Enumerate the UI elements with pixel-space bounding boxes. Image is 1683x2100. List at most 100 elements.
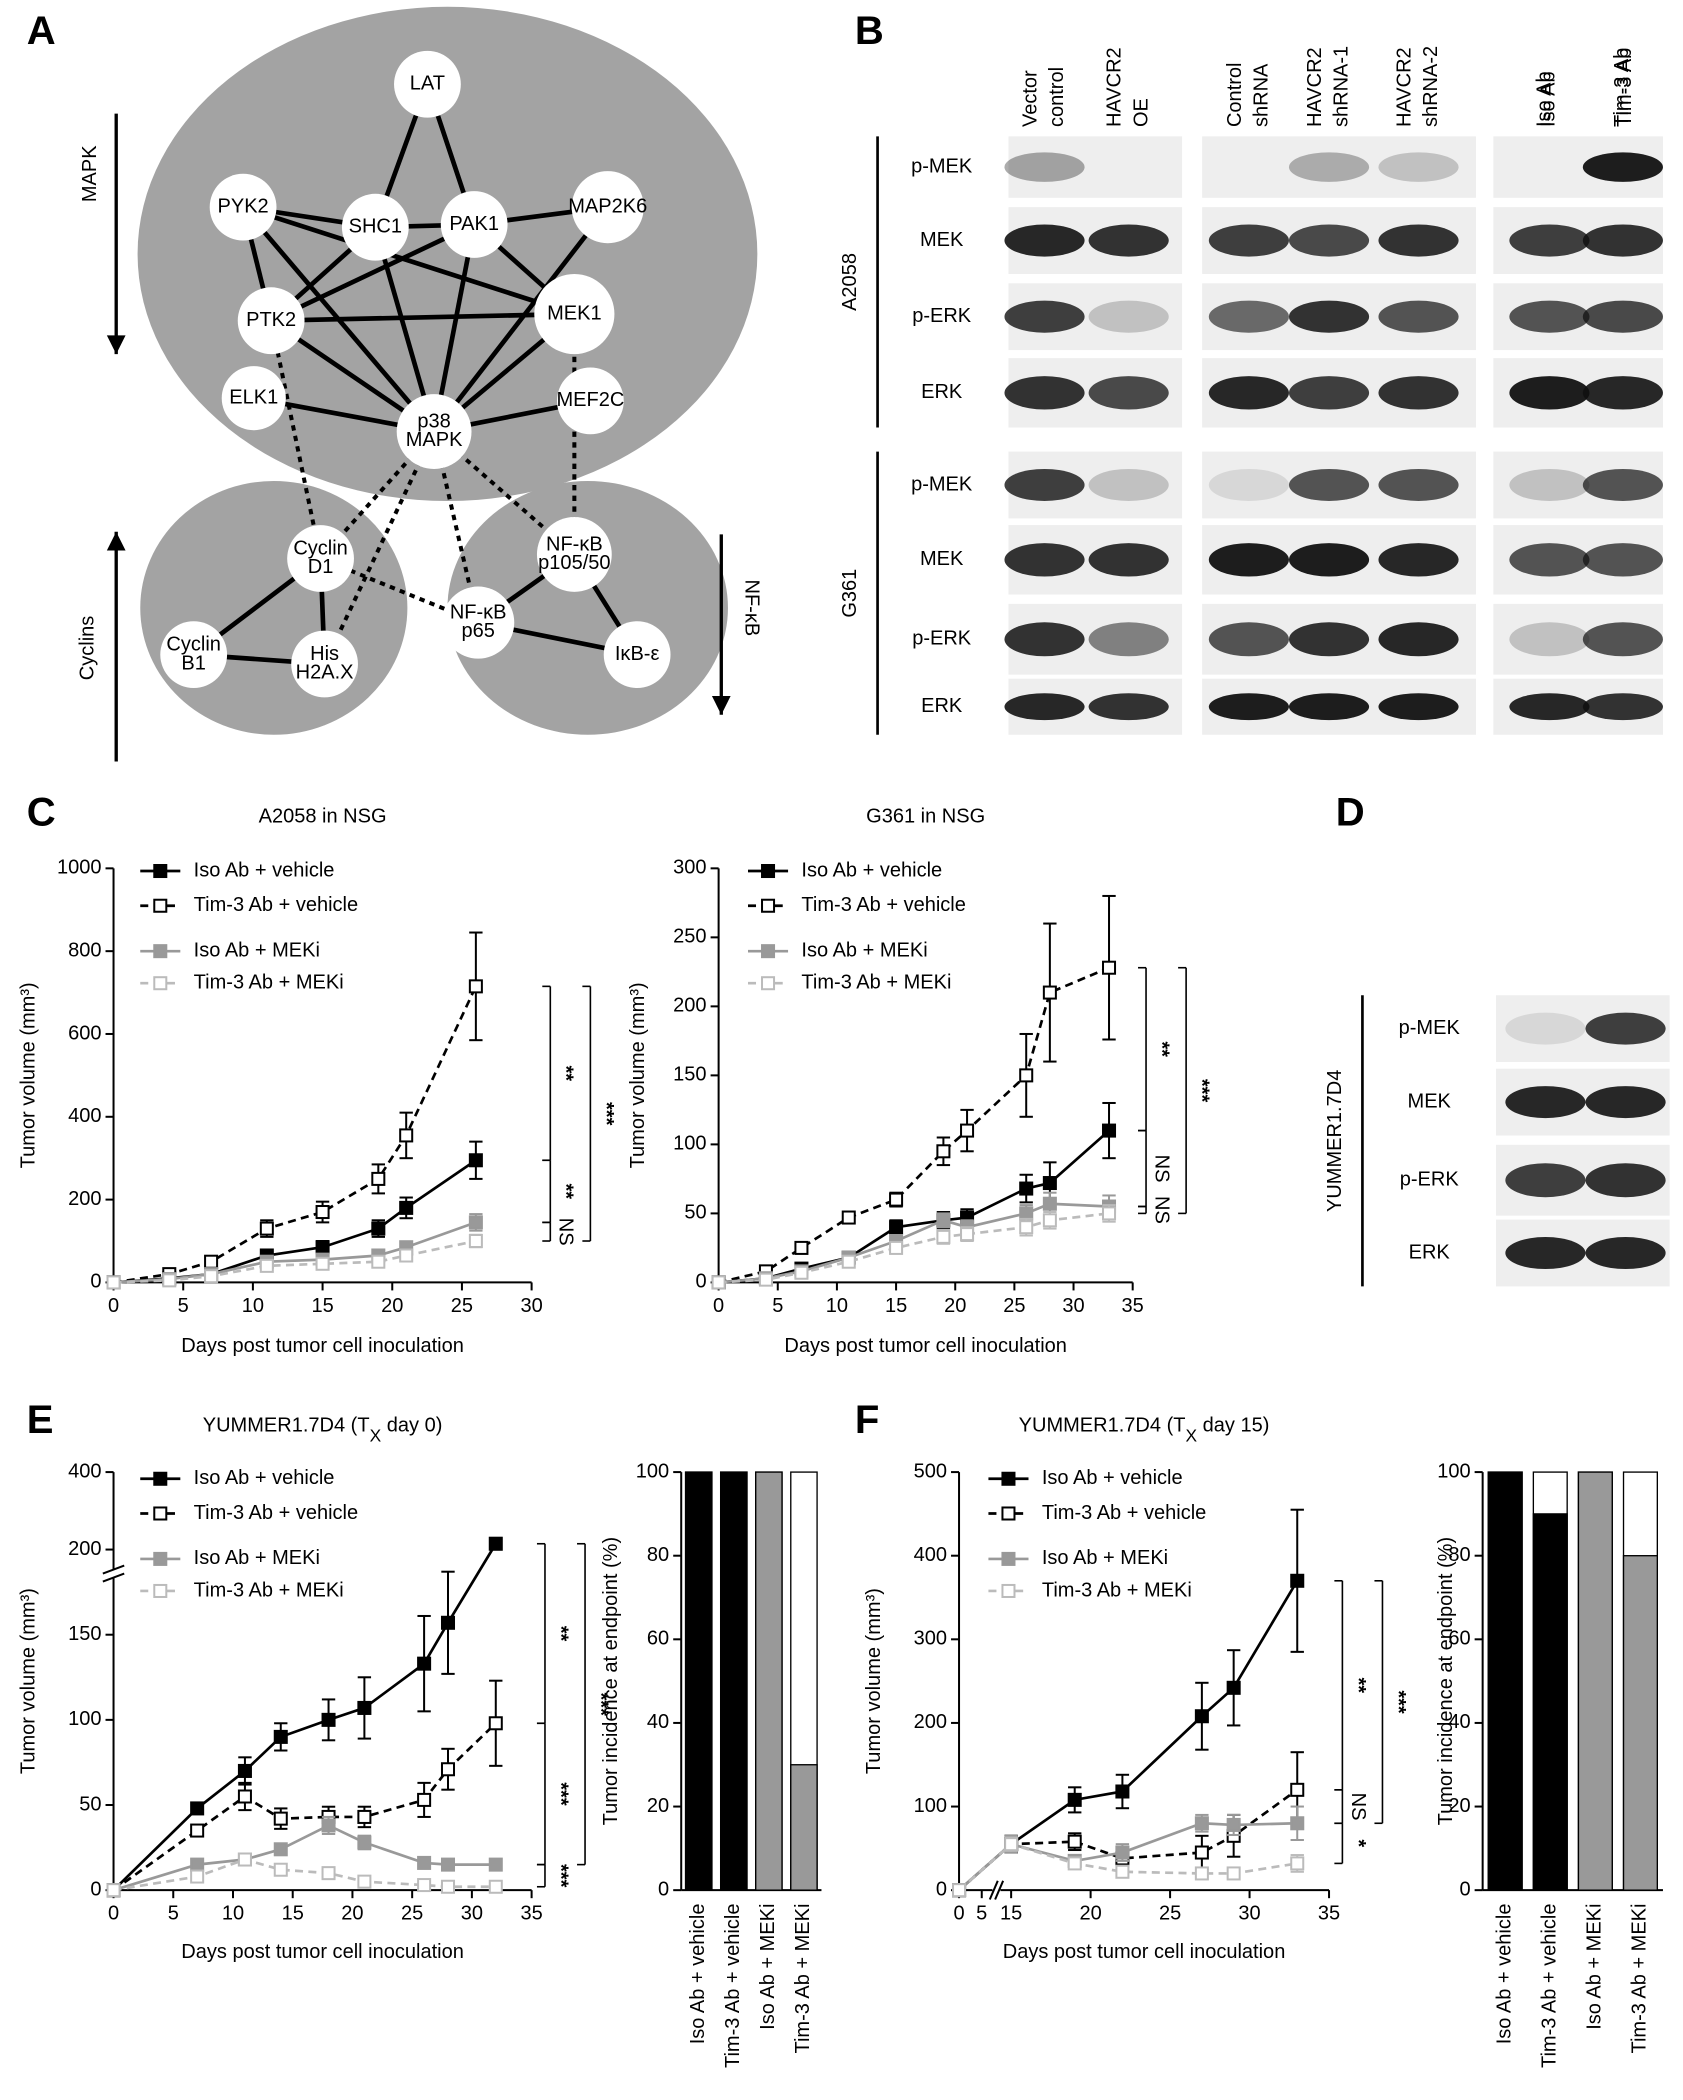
edge (271, 311, 575, 324)
legend-marker (153, 976, 168, 991)
network-axis-label: MAPK (79, 145, 101, 202)
x-tick-label: Iso Ab + vehicle (1493, 1904, 1515, 2045)
legend-marker (153, 1506, 168, 1521)
band (1208, 622, 1289, 657)
axis-break (994, 1880, 1005, 1900)
marker (417, 1656, 432, 1671)
y-tick-label: 80 (1448, 1544, 1470, 1566)
x-tick-label: 10 (826, 1295, 848, 1317)
legend-label: Iso Ab + MEKi (801, 939, 927, 961)
node (536, 517, 612, 592)
legend-marker (761, 976, 776, 991)
significance: NS (1150, 1196, 1172, 1224)
significance: * (1347, 1839, 1369, 1847)
marker (190, 1869, 205, 1884)
band (1088, 224, 1169, 257)
x-tick-label: 25 (1159, 1903, 1181, 1925)
band (1509, 468, 1590, 502)
bar (1532, 1513, 1568, 1891)
band (1378, 152, 1459, 182)
node-label: MAP2K6 (568, 195, 647, 217)
marker (936, 1213, 951, 1228)
marker (1102, 960, 1117, 975)
band (1378, 622, 1459, 657)
band (1004, 468, 1085, 502)
marker (1042, 1196, 1057, 1211)
band (1288, 376, 1370, 410)
y-tick-label: 100 (68, 1708, 101, 1730)
marker (1019, 1220, 1034, 1235)
marker (190, 1823, 205, 1838)
title-part: A2058 in NSG (259, 806, 387, 828)
chart-title: YUMMER1.7D4 (TX day 0) (203, 1415, 443, 1445)
axis-break-gap (992, 1879, 1001, 1901)
cell-line-label: A2058 (839, 253, 861, 311)
band (1585, 1163, 1666, 1198)
legend-label: Iso Ab + vehicle (194, 859, 335, 881)
node-label: PAK1 (449, 213, 499, 235)
x-tick-label: 0 (108, 1903, 119, 1925)
band (1505, 1237, 1586, 1270)
axis-break-gap (102, 1569, 125, 1578)
marker (273, 1811, 288, 1826)
cell-line-label: YUMMER1.7D4 (1324, 1070, 1346, 1212)
marker (794, 1240, 809, 1255)
y-tick-label: 40 (1448, 1711, 1470, 1733)
marker (315, 1240, 330, 1255)
significance: *** (1387, 1690, 1409, 1714)
bar (1487, 1471, 1523, 1891)
x-tick-label: 30 (1238, 1903, 1260, 1925)
marker (1194, 1816, 1209, 1831)
series-line (718, 966, 1110, 1284)
node-label: PTK2 (246, 309, 296, 331)
marker (237, 1763, 252, 1778)
edge (270, 222, 476, 323)
legend-label: Iso Ab + MEKi (194, 939, 320, 961)
band (1288, 622, 1370, 657)
bar (719, 1471, 748, 1891)
marker (371, 1221, 386, 1236)
lane-label: HAVCR2 (1393, 47, 1415, 127)
marker (488, 1536, 503, 1551)
edge (242, 204, 576, 317)
marker (399, 1248, 414, 1263)
y-tick-label: 100 (673, 1133, 706, 1155)
title-part: YUMMER1.7D4 (T (203, 1415, 370, 1437)
significance: ** (549, 1626, 571, 1642)
marker (1102, 1123, 1117, 1138)
node-label: His (310, 643, 339, 665)
band (1582, 543, 1663, 577)
marker (1067, 1792, 1082, 1807)
significance: *** (595, 1102, 617, 1126)
band (1582, 376, 1663, 410)
marker (758, 1272, 773, 1287)
cyclin-cluster (140, 480, 408, 735)
marker (1115, 1784, 1130, 1799)
marker (417, 1855, 432, 1870)
y-tick-label: 20 (647, 1795, 669, 1817)
band (1088, 468, 1169, 502)
node-label: MEK1 (547, 302, 602, 324)
y-tick-label: 20 (1448, 1795, 1470, 1817)
marker (1019, 1068, 1034, 1083)
lane-label: OE (1130, 98, 1152, 127)
marker (440, 1615, 456, 1630)
x-tick-label: 0 (953, 1903, 964, 1925)
lane-label: control (1046, 67, 1068, 127)
lane-label: Tim-3 Ab (1614, 48, 1636, 127)
marker (162, 1273, 177, 1288)
band (1505, 1163, 1586, 1198)
y-tick-label: 200 (673, 995, 706, 1017)
legend-label: Iso Ab + MEKi (194, 1547, 320, 1569)
marker (1290, 1573, 1305, 1588)
marker (259, 1221, 274, 1236)
marker (204, 1254, 219, 1269)
protein-label: ERK (921, 695, 963, 717)
band (1509, 300, 1590, 333)
marker (711, 1275, 726, 1290)
legend-marker (153, 864, 168, 879)
band (1378, 224, 1459, 257)
arrow-head (106, 531, 126, 551)
marker (468, 979, 483, 994)
